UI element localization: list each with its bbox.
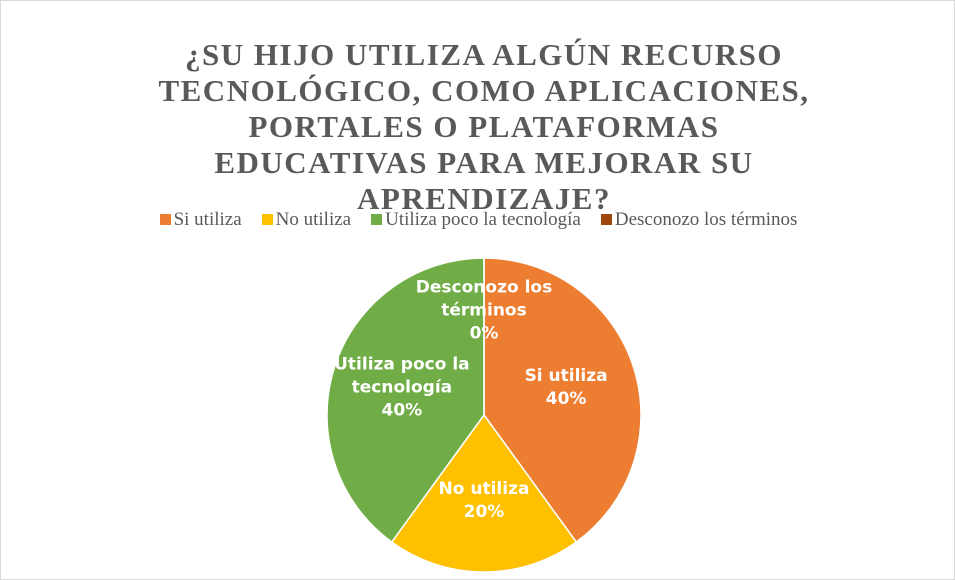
legend-label: No utiliza [275,209,352,230]
data-label: Si utiliza 40% [496,365,636,411]
data-label-value: 40% [381,400,423,421]
data-label-value: 20% [463,502,505,523]
legend-swatch [159,214,171,225]
pie-slice [390,413,578,573]
data-label: Utiliza poco la tecnología 40% [332,354,472,423]
legend-item: No utiliza [261,209,352,231]
data-label-value: 0% [469,323,499,344]
data-label-category: Utiliza poco la tecnología [334,354,470,398]
data-label-category: No utiliza [438,479,530,500]
legend-item: Desconozo los términos [600,209,798,231]
legend-swatch [261,214,273,225]
data-label: Desconozo los términos 0% [414,277,554,346]
legend-item: Utiliza poco la tecnología [371,209,581,231]
data-label-category: Desconozo los términos [415,277,553,321]
data-label-value: 40% [545,389,587,410]
legend-label: Si utiliza [173,209,242,230]
data-label-category: Si utiliza [524,366,608,387]
legend: Si utiliza No utiliza Utiliza poco la tecn… [1,209,954,231]
legend-swatch [371,214,383,225]
chart-title: ¿SU HIJO UTILIZA ALGÚN RECURSO TECNOLÓGI… [158,37,810,216]
pie-slice [483,257,642,544]
legend-label: Desconozo los términos [614,209,798,230]
data-label: No utiliza 20% [414,478,554,524]
legend-swatch [600,214,612,225]
legend-item: Si utiliza [159,209,242,231]
pie-slice [326,257,485,544]
legend-label: Utiliza poco la tecnología [385,209,581,230]
